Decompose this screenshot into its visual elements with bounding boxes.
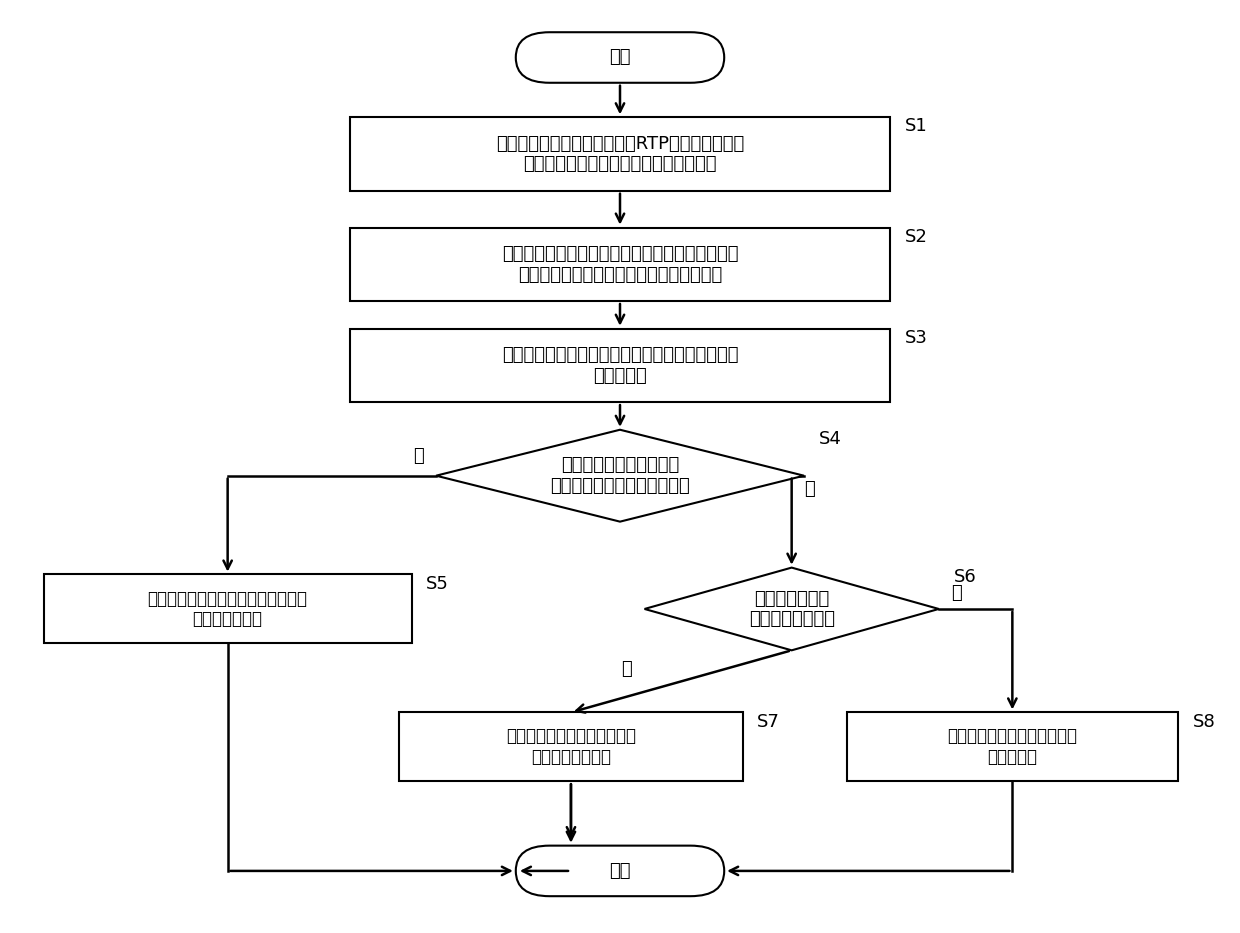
Text: 多播组成员密度
大于成员密度阈值: 多播组成员密度 大于成员密度阈值 xyxy=(749,590,835,628)
Text: S7: S7 xyxy=(758,713,780,731)
Text: S8: S8 xyxy=(1193,713,1215,731)
Bar xyxy=(847,713,1178,781)
FancyBboxPatch shape xyxy=(516,33,724,83)
Text: 在服务器端的多播模式下运行RTP协议，并将流媒
体数据发送到由组播地址标识的多播通道: 在服务器端的多播模式下运行RTP协议，并将流媒 体数据发送到由组播地址标识的多播… xyxy=(496,134,744,174)
Polygon shape xyxy=(645,567,939,650)
Text: S3: S3 xyxy=(904,328,928,347)
Text: 在时间阈值内多播组成员
密度的变化率大于变化率阈值: 在时间阈值内多播组成员 密度的变化率大于变化率阈值 xyxy=(551,456,689,495)
Text: 在多播通道内通过洪泛与剪除
方法进行数据传输: 在多播通道内通过洪泛与剪除 方法进行数据传输 xyxy=(506,728,636,766)
Text: 在多播通道内通过隧道方法进
行数据传输: 在多播通道内通过隧道方法进 行数据传输 xyxy=(947,728,1078,766)
Bar xyxy=(350,328,890,402)
Bar xyxy=(350,118,890,190)
Text: S2: S2 xyxy=(904,228,928,245)
Text: 否: 否 xyxy=(804,480,815,498)
Text: 是: 是 xyxy=(413,447,424,465)
Text: S1: S1 xyxy=(904,118,928,135)
Text: 将多播范围内每个发出多播请求业务的用户作为一
个多播组成员，统计得到多播组成员的数量: 将多播范围内每个发出多播请求业务的用户作为一 个多播组成员，统计得到多播组成员的… xyxy=(502,244,738,284)
Text: S6: S6 xyxy=(954,568,976,586)
Text: 将多播组成员数量除以多播范围的面积，得到多播
组成员密度: 将多播组成员数量除以多播范围的面积，得到多播 组成员密度 xyxy=(502,346,738,384)
Text: 开始: 开始 xyxy=(609,49,631,66)
Text: S4: S4 xyxy=(818,430,842,448)
Text: S5: S5 xyxy=(427,575,449,592)
Bar xyxy=(399,713,743,781)
Text: 否: 否 xyxy=(951,584,962,602)
Text: 结束: 结束 xyxy=(609,862,631,880)
Bar xyxy=(350,228,890,301)
FancyBboxPatch shape xyxy=(516,845,724,897)
Polygon shape xyxy=(436,430,804,522)
Text: 是: 是 xyxy=(621,660,632,677)
Text: 在多播通道内通过基于核心的发现方
法进行数据传输: 在多播通道内通过基于核心的发现方 法进行数据传输 xyxy=(148,590,308,628)
Bar xyxy=(43,575,412,644)
